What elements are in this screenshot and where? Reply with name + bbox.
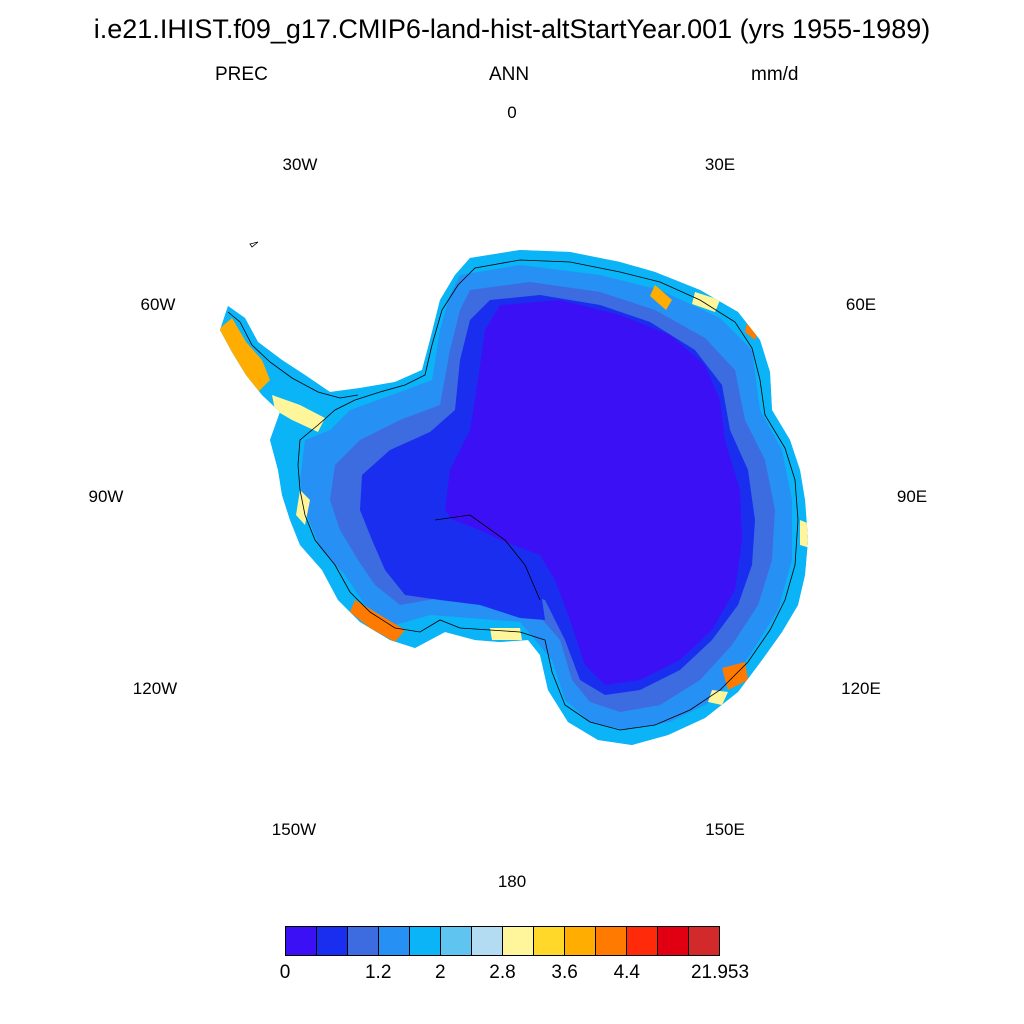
colorbar (285, 926, 720, 956)
colorbar-swatch (503, 927, 534, 955)
west-coast-yellow (296, 490, 310, 525)
colorbar-tick-label: 0 (279, 962, 291, 983)
colorbar-swatch (379, 927, 410, 955)
colorbar-swatch (317, 927, 348, 955)
colorbar-tick-label: 21.953 (690, 962, 750, 983)
lon-label-60w: 60W (140, 295, 176, 314)
dronning-maud-orange (650, 285, 672, 310)
east-coast-yellow (692, 292, 720, 312)
colorbar-swatch (689, 927, 719, 955)
lon-label-0: 0 (507, 103, 517, 122)
lon-label-120w: 120W (132, 679, 178, 698)
lon-label-180: 180 (497, 872, 527, 891)
colorbar-tick-label: 1.2 (364, 962, 392, 983)
precip-field (220, 250, 808, 745)
adelie-coast-yellow (708, 690, 728, 705)
colorbar-swatch (472, 927, 503, 955)
season-label: ANN (489, 64, 530, 85)
plot-title: i.e21.IHIST.f09_g17.CMIP6-land-hist-altS… (93, 14, 931, 44)
colorbar-swatch (410, 927, 441, 955)
lon-label-60e: 60E (845, 295, 877, 314)
colorbar-tick-label: 3.6 (551, 962, 578, 983)
lon-label-150e: 150E (705, 820, 745, 839)
colorbar-tick-label: 4.4 (613, 962, 640, 983)
wilkes-coast-yellow (800, 520, 808, 548)
coastline (227, 241, 799, 731)
colorbar-tick-label: 2 (435, 962, 446, 983)
colorbar-swatch (534, 927, 565, 955)
colorbar-swatch (286, 927, 317, 955)
units-label: mm/d (751, 64, 799, 85)
lon-label-120e: 120E (841, 679, 881, 698)
ross-region (385, 515, 545, 620)
variable-label: PREC (215, 64, 268, 85)
ross-coast-yellow (490, 628, 522, 640)
marie-byrd-high (350, 600, 405, 642)
plateau-core (445, 300, 742, 685)
colorbar-swatch (565, 927, 596, 955)
peninsula-coast-yellow (272, 395, 325, 432)
lon-label-150w: 150W (271, 820, 317, 839)
lon-label-90e: 90E (896, 487, 928, 506)
lon-label-30e: 30E (704, 155, 736, 174)
colorbar-tick-label: 2.8 (489, 962, 516, 983)
colorbar-swatch (596, 927, 627, 955)
colorbar-swatch (441, 927, 472, 955)
colorbar-swatch (658, 927, 689, 955)
peninsula-high-precip (220, 318, 270, 392)
colorbar-swatch (627, 927, 658, 955)
lon-label-30w: 30W (282, 155, 318, 174)
lon-label-90w: 90W (88, 487, 124, 506)
colorbar-swatch (348, 927, 379, 955)
